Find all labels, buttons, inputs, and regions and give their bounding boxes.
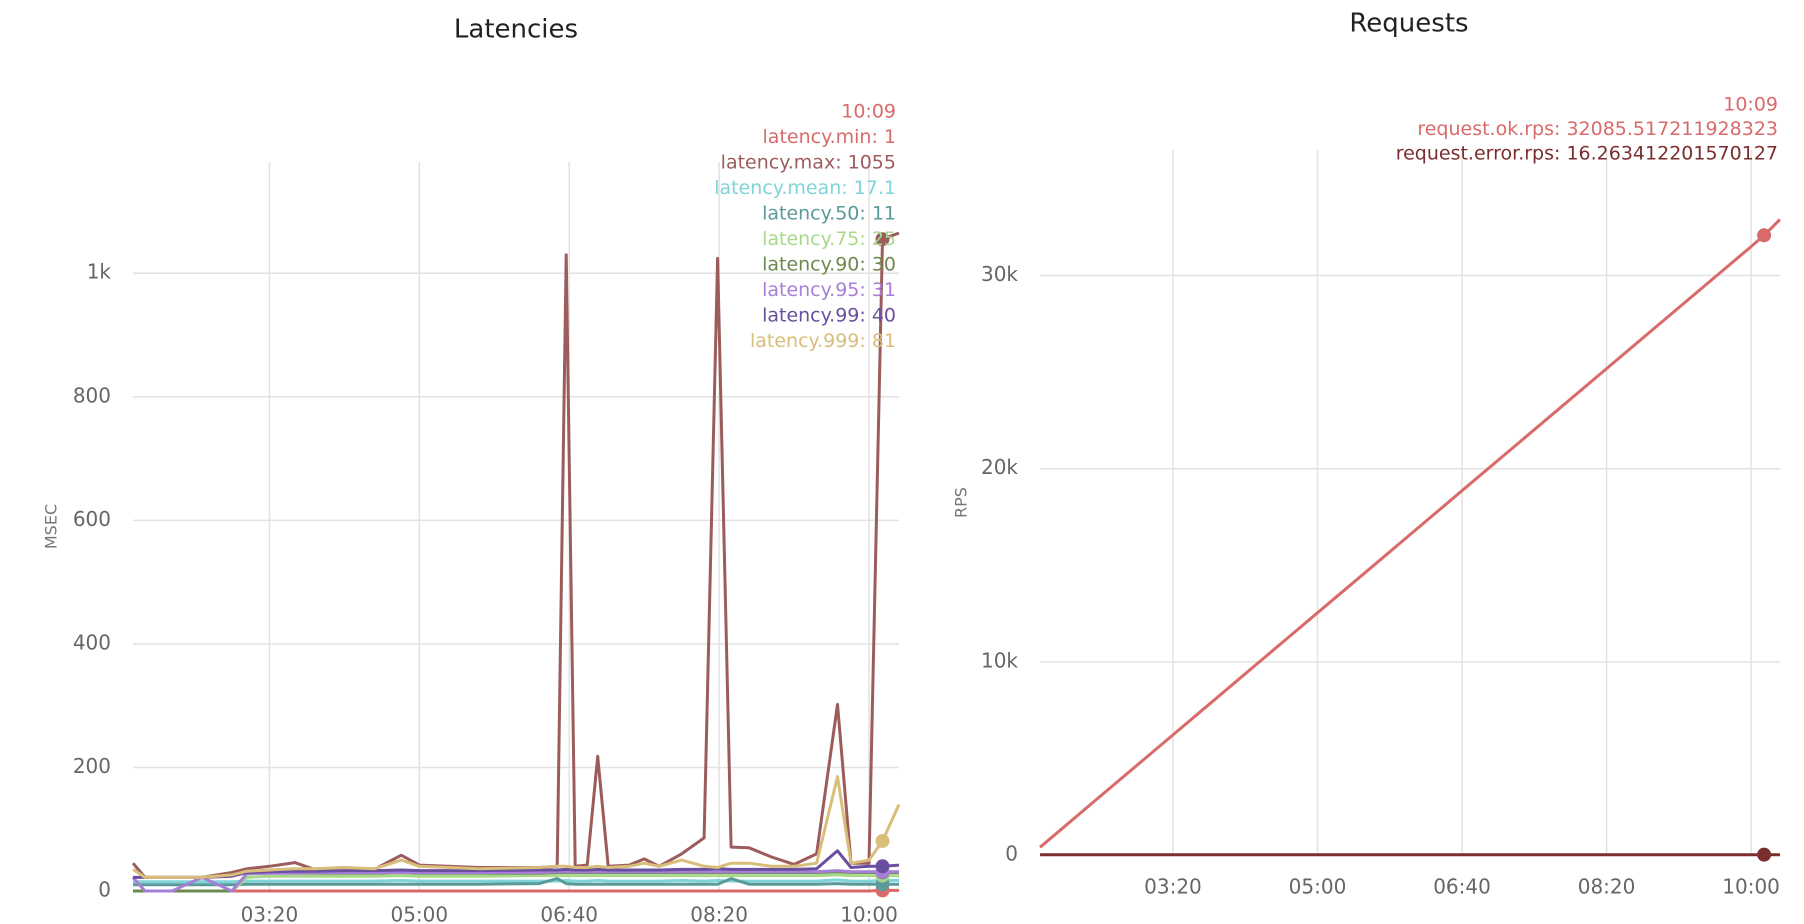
x-tick-label: 08:20: [1578, 875, 1636, 899]
hover-dot: [875, 833, 890, 848]
tooltip-entry: latency.min: 1: [763, 126, 896, 148]
x-tick-label: 10:00: [840, 903, 898, 924]
x-tick-label: 10:00: [1722, 875, 1780, 899]
tooltip-entry: latency.mean: 17.1: [714, 177, 896, 199]
series-line: [133, 873, 899, 893]
chart-title: Latencies: [454, 15, 578, 45]
x-tick-label: 06:40: [1433, 875, 1491, 899]
y-tick-label: 30k: [981, 262, 1018, 286]
y-tick-label: 400: [73, 630, 111, 654]
tooltip-entry: latency.75: 25: [762, 228, 896, 250]
tooltip-time: 10:09: [1723, 94, 1778, 116]
series-line: [133, 877, 899, 887]
tooltip-entry: latency.50: 11: [762, 203, 896, 225]
hover-dot: [875, 232, 890, 247]
tooltip-entry: latency.999: 81: [750, 330, 896, 352]
x-tick-label: 08:20: [690, 903, 748, 924]
series-line: [132, 775, 901, 879]
y-tick-label: 800: [73, 383, 111, 407]
x-tick-label: 03:20: [1144, 875, 1202, 899]
series-line: [133, 878, 900, 884]
x-tick-label: 05:00: [390, 903, 448, 924]
chart-title: Requests: [1349, 9, 1468, 39]
y-tick-label: 10k: [981, 648, 1018, 672]
x-tick-label: 06:40: [540, 903, 598, 924]
tooltip-entry: latency.90: 30: [762, 254, 896, 276]
hover-dot: [1757, 847, 1772, 862]
y-axis-label: RPS: [952, 487, 971, 518]
tooltip-entry: latency.max: 1055: [721, 152, 896, 174]
x-tick-label: 05:00: [1289, 875, 1347, 899]
y-tick-label: 0: [1005, 842, 1018, 866]
tooltip-entry: latency.99: 40: [762, 305, 896, 327]
tooltip-entry: request.error.rps: 16.263412201570127: [1396, 143, 1778, 165]
y-tick-label: 200: [73, 754, 111, 778]
tooltip-entry: latency.95: 31: [762, 279, 896, 301]
series-line: [1039, 218, 1782, 849]
series-line: [133, 888, 899, 893]
series-line: [133, 849, 900, 879]
tooltip-entry: request.ok.rps: 32085.517211928323: [1417, 118, 1778, 140]
hover-dot: [1757, 228, 1772, 243]
y-axis-label: MSEC: [42, 504, 61, 549]
tooltip-time: 10:09: [841, 101, 896, 123]
x-tick-label: 03:20: [241, 903, 299, 924]
y-tick-label: 20k: [981, 455, 1018, 479]
y-tick-label: 1k: [87, 260, 112, 284]
y-tick-label: 600: [73, 507, 111, 531]
hover-dot: [875, 859, 890, 874]
series-line: [131, 231, 900, 879]
y-tick-label: 0: [98, 878, 111, 902]
